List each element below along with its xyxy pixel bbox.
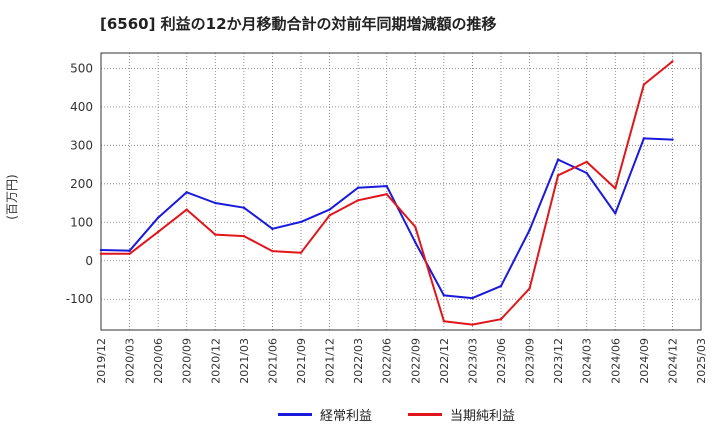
x-tick-label: 2023/12 — [552, 338, 565, 384]
x-tick-label: 2020/06 — [152, 338, 165, 384]
x-tick-label: 2024/06 — [609, 338, 622, 384]
data-point — [414, 241, 417, 244]
x-tick-label: 2023/03 — [466, 338, 479, 384]
data-point — [642, 83, 646, 86]
data-point — [585, 171, 588, 175]
data-point — [585, 160, 588, 164]
data-point — [214, 233, 217, 236]
data-point — [328, 208, 331, 211]
data-point — [442, 319, 446, 323]
data-point — [99, 252, 103, 256]
x-tick-label: 2021/12 — [324, 338, 337, 384]
x-tick-label: 2022/03 — [352, 338, 365, 384]
data-point — [471, 296, 474, 300]
x-tick-label: 2019/12 — [95, 338, 108, 384]
y-tick-label: 400 — [70, 100, 93, 114]
data-point — [214, 201, 217, 205]
data-point — [642, 137, 646, 140]
x-tick-label: 2024/12 — [666, 338, 679, 384]
x-tick-label: 2021/09 — [295, 338, 308, 384]
plot-frame — [100, 52, 702, 331]
x-tick-label: 2020/09 — [181, 338, 194, 384]
data-point — [614, 187, 617, 190]
x-tick-label: 2025/03 — [695, 338, 708, 384]
data-point — [299, 220, 303, 224]
data-point — [99, 248, 103, 252]
data-point — [499, 284, 503, 288]
x-tick-label: 2020/12 — [209, 338, 222, 384]
y-tick-label: 100 — [70, 215, 93, 229]
data-point — [528, 228, 531, 232]
y-tick-label: 300 — [70, 138, 93, 152]
legend-item-ordinary-profit: 経常利益 — [278, 405, 372, 424]
x-tick-label: 2022/09 — [409, 338, 422, 384]
x-tick-label: 2023/06 — [495, 338, 508, 384]
legend-swatch-net-income — [408, 413, 442, 416]
legend-swatch-ordinary-profit — [278, 413, 312, 416]
data-point — [414, 225, 417, 229]
data-point — [442, 294, 446, 297]
data-point — [385, 192, 388, 196]
data-point — [128, 249, 131, 252]
data-point — [471, 323, 474, 326]
x-tick-label: 2022/12 — [438, 338, 451, 384]
data-point — [299, 251, 303, 254]
data-point — [528, 287, 531, 290]
y-tick-label: 500 — [70, 61, 93, 75]
x-tick-label: 2024/09 — [638, 338, 651, 384]
data-point — [385, 184, 388, 188]
data-point — [128, 252, 131, 256]
x-tick-label: 2024/03 — [581, 338, 594, 384]
legend-item-net-income: 当期純利益 — [408, 405, 515, 424]
x-tick-label: 2021/03 — [238, 338, 251, 384]
data-point — [242, 234, 246, 238]
data-point — [328, 214, 331, 217]
y-tick-label: -100 — [66, 292, 93, 306]
data-point — [356, 186, 360, 189]
data-point — [185, 191, 188, 194]
data-point — [356, 199, 360, 202]
x-tick-label: 2020/03 — [124, 338, 137, 384]
data-point — [271, 249, 274, 253]
x-tick-label: 2022/06 — [381, 338, 394, 384]
data-point — [156, 216, 160, 219]
data-point — [185, 208, 188, 211]
data-point — [556, 158, 560, 161]
data-point — [242, 206, 246, 209]
data-point — [671, 138, 674, 141]
y-tick-label: 0 — [85, 254, 93, 268]
data-point — [156, 230, 160, 234]
y-tick-label: 200 — [70, 177, 93, 191]
x-tick-label: 2021/06 — [266, 338, 279, 384]
data-point — [671, 60, 674, 63]
x-tick-label: 2023/09 — [524, 338, 537, 384]
data-point — [614, 212, 617, 215]
data-point — [556, 174, 560, 177]
data-point — [271, 227, 274, 231]
chart-title: [6560] 利益の12か月移動合計の対前年同期増減額の推移 — [100, 15, 497, 33]
data-point — [499, 318, 503, 321]
y-axis-label: (百万円) — [5, 174, 19, 219]
legend-label-ordinary-profit: 経常利益 — [320, 409, 373, 424]
legend-label-net-income: 当期純利益 — [450, 409, 516, 424]
